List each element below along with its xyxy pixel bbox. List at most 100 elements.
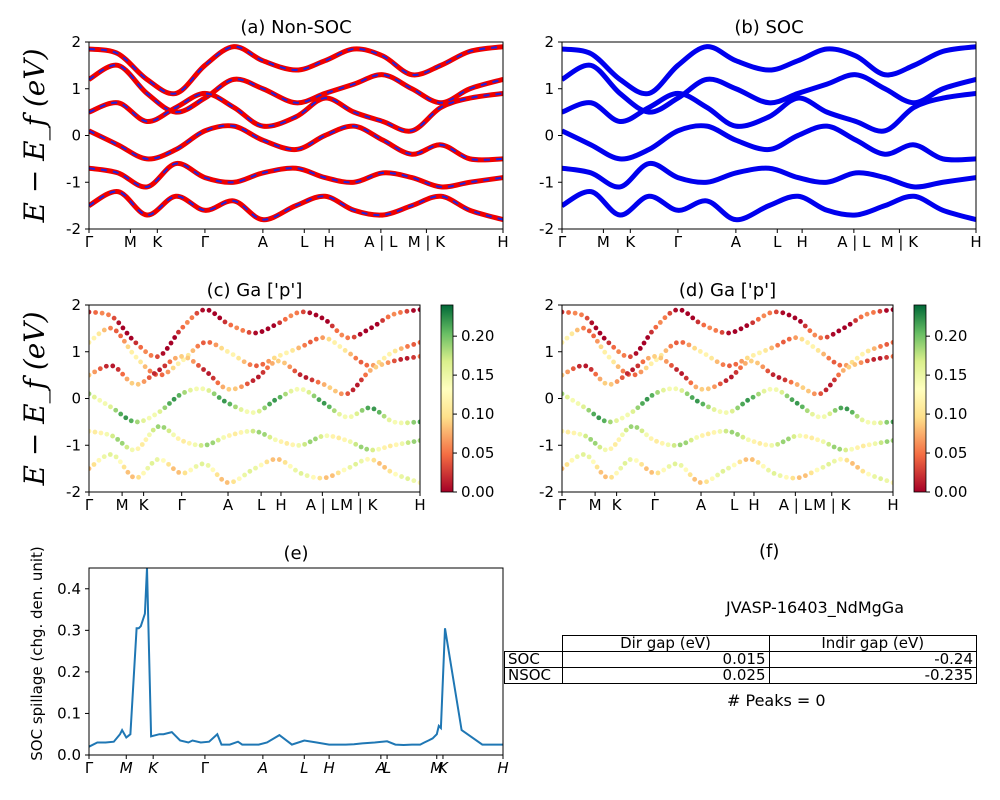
band-point xyxy=(871,346,877,351)
band-point xyxy=(837,446,843,452)
band-point xyxy=(639,428,645,434)
band-point xyxy=(769,345,775,351)
band-point xyxy=(382,445,387,451)
band-point xyxy=(121,464,127,470)
band-point xyxy=(313,312,319,318)
band-point xyxy=(744,323,750,329)
band-point xyxy=(342,437,347,443)
band-point xyxy=(562,428,565,434)
band-point xyxy=(124,330,130,336)
band-point xyxy=(779,389,785,395)
band-point xyxy=(288,313,294,319)
band-point xyxy=(290,442,296,448)
band-point xyxy=(661,467,667,473)
band-point xyxy=(649,392,655,398)
band-point xyxy=(141,470,146,476)
colorbar xyxy=(913,304,927,493)
band-point xyxy=(89,372,92,378)
band-point xyxy=(697,349,703,354)
band-point xyxy=(391,358,397,364)
band-point xyxy=(794,400,800,406)
band-point xyxy=(589,320,595,326)
band-point xyxy=(836,328,842,334)
band-point xyxy=(679,371,685,376)
band-point xyxy=(687,472,693,478)
band-point xyxy=(692,476,698,482)
band-point xyxy=(348,351,353,357)
band-point xyxy=(200,386,206,392)
band-point xyxy=(723,378,729,384)
band-point xyxy=(663,348,669,354)
band-point xyxy=(775,441,781,447)
band-point xyxy=(572,310,578,316)
band-point xyxy=(745,437,751,443)
band-point xyxy=(196,363,201,368)
y-tick-label: -1 xyxy=(539,436,554,454)
band-point xyxy=(624,371,630,376)
band-point xyxy=(685,311,691,317)
band-point xyxy=(679,388,685,393)
colorbar-tick-label: 0.00 xyxy=(934,483,967,501)
band-point xyxy=(108,404,113,410)
band-point xyxy=(269,360,275,366)
band-point xyxy=(826,441,832,447)
band-point xyxy=(89,466,92,472)
band-point xyxy=(712,384,717,390)
band-point xyxy=(341,467,347,473)
band-point xyxy=(821,351,826,357)
band-point xyxy=(282,360,287,366)
band-point xyxy=(842,325,847,331)
band-point xyxy=(125,344,131,350)
band-point xyxy=(767,310,773,316)
band-point xyxy=(760,364,766,370)
band-point xyxy=(719,329,725,335)
band-point xyxy=(649,469,655,475)
x-tick-label: L xyxy=(257,496,266,514)
band-point xyxy=(97,397,103,403)
band-point xyxy=(162,405,168,411)
band-point xyxy=(303,375,309,380)
band-point xyxy=(104,431,110,437)
x-tick-label: Γ xyxy=(201,233,210,251)
band-line xyxy=(89,123,503,163)
band-point xyxy=(345,391,351,397)
band-point xyxy=(686,342,692,348)
band-point xyxy=(655,470,661,476)
band-point xyxy=(714,359,720,365)
y-tick-label: 0.2 xyxy=(57,663,81,681)
band-point xyxy=(206,307,212,313)
band-point xyxy=(890,480,893,486)
x-tick-label: H xyxy=(323,759,334,777)
band-point xyxy=(334,328,340,334)
band-point xyxy=(363,372,368,378)
band-point xyxy=(119,440,125,446)
band-point xyxy=(786,336,792,342)
band-point xyxy=(740,434,746,440)
band-point xyxy=(283,391,288,397)
band-point xyxy=(157,367,162,373)
band-point xyxy=(678,463,684,468)
band-point xyxy=(411,439,417,445)
band-point xyxy=(175,361,181,367)
band-point xyxy=(755,459,761,465)
band-point xyxy=(810,344,816,349)
band-point xyxy=(864,358,870,364)
band-point xyxy=(707,325,713,331)
band-point xyxy=(392,348,398,354)
plot-area xyxy=(89,305,420,492)
band-point xyxy=(365,405,371,411)
band-point xyxy=(255,374,261,380)
dir-gap-value: 0.025 xyxy=(561,667,770,684)
band-point xyxy=(376,446,382,452)
band-point xyxy=(124,444,130,450)
band-point xyxy=(379,362,385,367)
band-point xyxy=(89,391,92,397)
band-point xyxy=(666,464,672,469)
band-point xyxy=(792,315,798,321)
band-point xyxy=(672,461,678,467)
x-tick-label: M xyxy=(430,759,443,777)
row-label: NSOC xyxy=(504,667,563,684)
band-point xyxy=(562,372,565,378)
band-point xyxy=(348,414,354,420)
band-point xyxy=(329,473,335,479)
